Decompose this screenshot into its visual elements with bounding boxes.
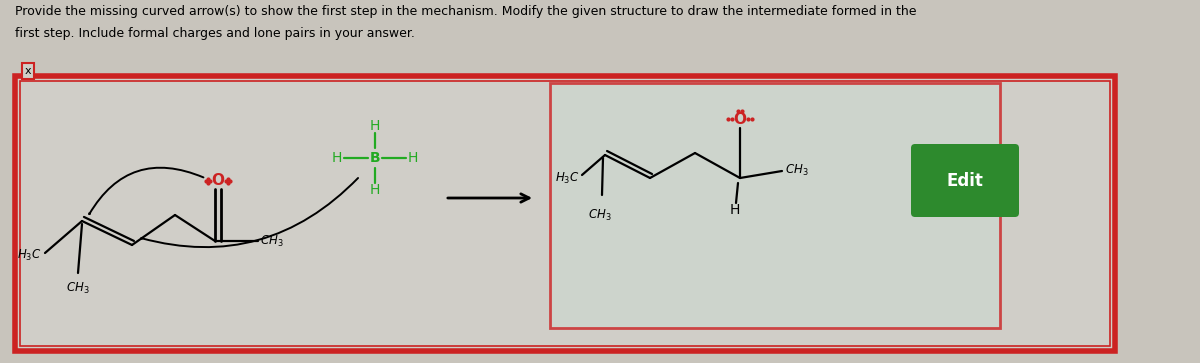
FancyArrowPatch shape: [142, 178, 358, 247]
Text: H: H: [730, 203, 740, 217]
FancyBboxPatch shape: [14, 76, 1115, 351]
Text: Edit: Edit: [947, 171, 984, 189]
Text: $CH_3$: $CH_3$: [588, 208, 612, 223]
Text: H: H: [408, 151, 418, 165]
FancyBboxPatch shape: [911, 144, 1019, 217]
Text: H: H: [370, 183, 380, 197]
Text: H: H: [332, 151, 342, 165]
FancyArrowPatch shape: [89, 168, 204, 214]
FancyBboxPatch shape: [550, 83, 1000, 328]
Text: $CH_3$: $CH_3$: [785, 163, 809, 178]
Text: $H_3C$: $H_3C$: [18, 248, 42, 262]
Text: O: O: [211, 173, 224, 188]
Text: B: B: [370, 151, 380, 165]
Text: $CH_3$: $CH_3$: [66, 281, 90, 296]
Text: x: x: [25, 66, 31, 76]
Text: first step. Include formal charges and lone pairs in your answer.: first step. Include formal charges and l…: [14, 27, 415, 40]
Text: $CH_3$: $CH_3$: [260, 233, 283, 249]
Text: $H_3C$: $H_3C$: [556, 171, 580, 185]
Text: O: O: [733, 111, 746, 126]
Text: H: H: [370, 119, 380, 133]
Text: Provide the missing curved arrow(s) to show the first step in the mechanism. Mod: Provide the missing curved arrow(s) to s…: [14, 5, 917, 18]
